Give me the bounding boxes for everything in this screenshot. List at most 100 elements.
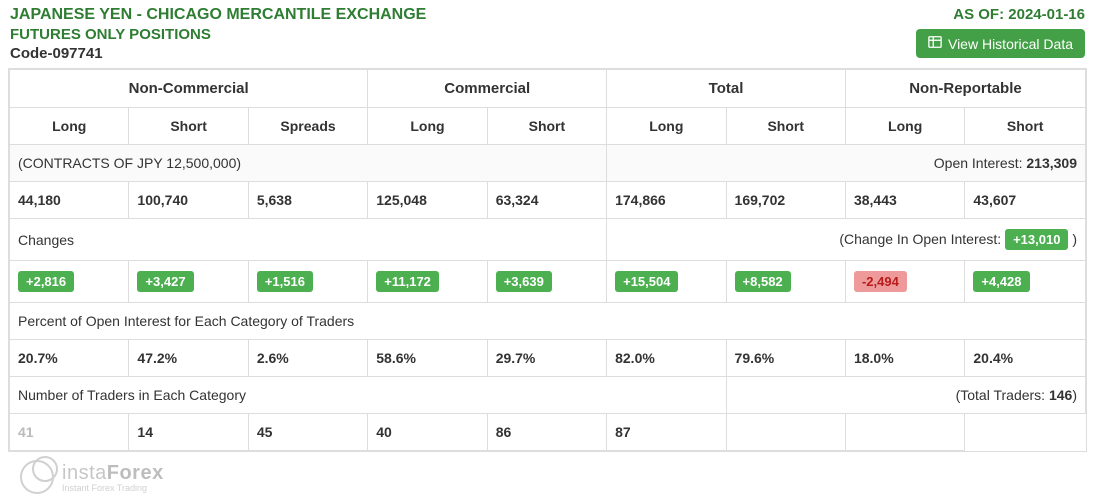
group-header-row: Non-Commercial Commercial Total Non-Repo… — [10, 70, 1086, 108]
historical-button-label: View Historical Data — [948, 36, 1073, 52]
changes-row: +2,816 +3,427 +1,516 +11,172 +3,639 +15,… — [10, 261, 1086, 303]
pos-7: 38,443 — [845, 182, 964, 219]
chg-badge-5: +15,504 — [615, 271, 678, 292]
pos-4: 63,324 — [487, 182, 606, 219]
trader-2: 45 — [248, 414, 367, 451]
table-icon — [928, 35, 942, 52]
positions-table-wrap: Non-Commercial Commercial Total Non-Repo… — [8, 68, 1087, 452]
total-traders-suffix: ) — [1072, 387, 1077, 403]
pos-5: 174,866 — [607, 182, 726, 219]
subhead-1: Short — [129, 108, 248, 145]
watermark-text: instaForex Instant Forex Trading — [62, 462, 164, 493]
percent-label: Percent of Open Interest for Each Catego… — [10, 303, 1086, 340]
trader-6 — [726, 414, 845, 451]
header-left: JAPANESE YEN - CHICAGO MERCANTILE EXCHAN… — [10, 6, 426, 62]
positions-table: Non-Commercial Commercial Total Non-Repo… — [9, 69, 1086, 451]
title-line-2: FUTURES ONLY POSITIONS — [10, 26, 426, 43]
contracts-label: (CONTRACTS OF JPY 12,500,000) — [10, 145, 607, 182]
pct-8: 20.4% — [965, 340, 1086, 377]
chg-5: +15,504 — [607, 261, 726, 303]
pct-1: 47.2% — [129, 340, 248, 377]
pos-1: 100,740 — [129, 182, 248, 219]
pct-2: 2.6% — [248, 340, 367, 377]
trader-5: 87 — [607, 414, 726, 451]
chg-8: +4,428 — [965, 261, 1086, 303]
chg-3: +11,172 — [368, 261, 487, 303]
change-oi-suffix: ) — [1072, 231, 1077, 247]
changes-label: Changes — [10, 219, 607, 261]
trader-1: 14 — [129, 414, 248, 451]
chg-2: +1,516 — [248, 261, 367, 303]
subhead-0: Long — [10, 108, 129, 145]
traders-label-row: Number of Traders in Each Category (Tota… — [10, 377, 1086, 414]
chg-0: +2,816 — [10, 261, 129, 303]
total-traders-label: (Total Traders: — [956, 387, 1045, 403]
subhead-2: Spreads — [248, 108, 367, 145]
group-header-noncommercial: Non-Commercial — [10, 70, 368, 108]
pos-0: 44,180 — [10, 182, 129, 219]
chg-7: -2,494 — [845, 261, 964, 303]
group-header-total: Total — [607, 70, 846, 108]
chg-4: +3,639 — [487, 261, 606, 303]
traders-row: 41 14 45 40 86 87 — [10, 414, 1086, 451]
change-oi-cell: (Change In Open Interest: +13,010 ) — [607, 219, 1086, 261]
watermark-logo-icon — [20, 460, 54, 494]
subhead-4: Short — [487, 108, 606, 145]
contracts-info-row: (CONTRACTS OF JPY 12,500,000) Open Inter… — [10, 145, 1086, 182]
pos-3: 125,048 — [368, 182, 487, 219]
subhead-5: Long — [607, 108, 726, 145]
watermark-brand-a: insta — [62, 462, 107, 484]
pct-6: 79.6% — [726, 340, 845, 377]
page-header: JAPANESE YEN - CHICAGO MERCANTILE EXCHAN… — [0, 0, 1095, 64]
subhead-8: Short — [965, 108, 1086, 145]
watermark-brand-b: Forex — [107, 462, 164, 484]
chg-badge-6: +8,582 — [735, 271, 791, 292]
group-header-commercial: Commercial — [368, 70, 607, 108]
subhead-6: Short — [726, 108, 845, 145]
traders-label: Number of Traders in Each Category — [10, 377, 727, 414]
pos-8: 43,607 — [965, 182, 1086, 219]
pct-0: 20.7% — [10, 340, 129, 377]
pos-2: 5,638 — [248, 182, 367, 219]
group-header-nonreportable: Non-Reportable — [845, 70, 1085, 108]
total-traders-value: 146 — [1049, 387, 1072, 403]
total-traders-cell: (Total Traders: 146) — [726, 377, 1085, 414]
open-interest-label: Open Interest: — [934, 155, 1023, 171]
chg-1: +3,427 — [129, 261, 248, 303]
pct-5: 82.0% — [607, 340, 726, 377]
title-line-1: JAPANESE YEN - CHICAGO MERCANTILE EXCHAN… — [10, 6, 426, 24]
pct-7: 18.0% — [845, 340, 964, 377]
pos-6: 169,702 — [726, 182, 845, 219]
header-right: AS OF: 2024-01-16 View Historical Data — [916, 6, 1085, 58]
percent-label-row: Percent of Open Interest for Each Catego… — [10, 303, 1086, 340]
positions-row: 44,180 100,740 5,638 125,048 63,324 174,… — [10, 182, 1086, 219]
open-interest-cell: Open Interest: 213,309 — [607, 145, 1086, 182]
subhead-7: Long — [845, 108, 964, 145]
changes-label-row: Changes (Change In Open Interest: +13,01… — [10, 219, 1086, 261]
trader-7 — [845, 414, 964, 451]
sub-header-row: Long Short Spreads Long Short Long Short… — [10, 108, 1086, 145]
as-of-label: AS OF: 2024-01-16 — [916, 6, 1085, 23]
chg-badge-7: -2,494 — [854, 271, 907, 292]
percent-row: 20.7% 47.2% 2.6% 58.6% 29.7% 82.0% 79.6%… — [10, 340, 1086, 377]
watermark: instaForex Instant Forex Trading — [20, 460, 164, 494]
view-historical-button[interactable]: View Historical Data — [916, 29, 1085, 58]
chg-badge-3: +11,172 — [376, 271, 439, 292]
pct-4: 29.7% — [487, 340, 606, 377]
code-label: Code-097741 — [10, 45, 426, 62]
chg-badge-4: +3,639 — [496, 271, 552, 292]
change-oi-value: +13,010 — [1005, 229, 1068, 250]
as-of-date: 2024-01-16 — [1008, 6, 1085, 23]
trader-4: 86 — [487, 414, 606, 451]
chg-badge-1: +3,427 — [137, 271, 193, 292]
chg-badge-2: +1,516 — [257, 271, 313, 292]
change-oi-label: (Change In Open Interest: — [839, 231, 1001, 247]
open-interest-value: 213,309 — [1026, 155, 1077, 171]
chg-badge-0: +2,816 — [18, 271, 74, 292]
watermark-brand: instaForex — [62, 462, 164, 485]
trader-0: 41 — [10, 414, 129, 451]
chg-6: +8,582 — [726, 261, 845, 303]
subhead-3: Long — [368, 108, 487, 145]
chg-badge-8: +4,428 — [973, 271, 1029, 292]
watermark-tagline: Instant Forex Trading — [62, 483, 164, 493]
